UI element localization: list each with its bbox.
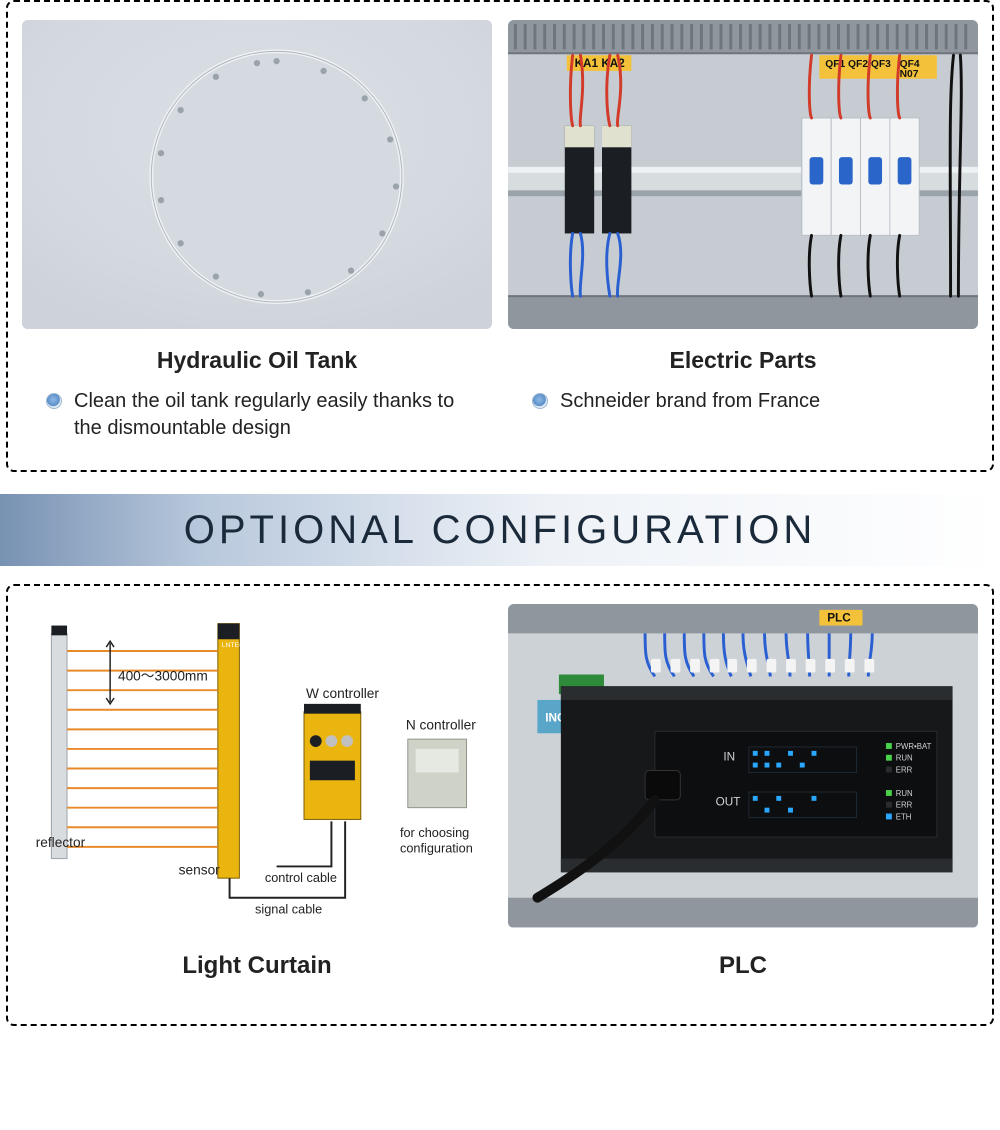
svg-text:RUN: RUN xyxy=(896,754,913,763)
svg-text:ERR: ERR xyxy=(896,801,913,810)
top-section: Hydraulic Oil Tank Clean the oil tank re… xyxy=(6,0,994,472)
bullet-dot-icon xyxy=(532,393,548,409)
card-light-curtain: LNTECH xyxy=(22,604,492,979)
svg-text:ETH: ETH xyxy=(896,813,912,822)
card-hydraulic: Hydraulic Oil Tank Clean the oil tank re… xyxy=(22,20,492,442)
title-light-curtain: Light Curtain xyxy=(22,952,492,980)
optional-row: LNTECH xyxy=(22,604,978,979)
label-w-controller: W controller xyxy=(306,686,379,701)
label-n-controller: N controller xyxy=(406,718,476,733)
title-plc: PLC xyxy=(508,952,978,980)
svg-text:RUN: RUN xyxy=(896,789,913,798)
label-range: 400～3000mm xyxy=(118,669,208,684)
label-signal-cable: signal cable xyxy=(255,902,322,917)
banner-text: OPTIONAL CONFIGURATION xyxy=(184,508,816,553)
bullet-hydraulic: Clean the oil tank regularly easily than… xyxy=(22,388,492,442)
banner-optional-config: OPTIONAL CONFIGURATION xyxy=(0,494,1000,566)
bullet-text-hydraulic: Clean the oil tank regularly easily than… xyxy=(74,388,468,442)
card-plc: PLC xyxy=(508,604,978,979)
bullet-electric: Schneider brand from France xyxy=(508,388,978,415)
top-row: Hydraulic Oil Tank Clean the oil tank re… xyxy=(22,20,978,442)
svg-text:N07: N07 xyxy=(900,69,919,80)
svg-text:ERR: ERR xyxy=(896,766,913,775)
svg-text:LNTECH: LNTECH xyxy=(222,642,249,649)
optional-section: LNTECH xyxy=(6,584,994,1025)
label-control-cable: control cable xyxy=(265,870,337,885)
image-plc: PLC xyxy=(508,604,978,927)
image-light-curtain: LNTECH xyxy=(22,604,492,927)
label-in: IN xyxy=(723,751,735,764)
label-out: OUT xyxy=(716,796,741,809)
label-choose-cfg1: for choosing xyxy=(400,825,469,840)
title-electric: Electric Parts xyxy=(508,347,978,374)
label-sensor: sensor xyxy=(179,863,221,878)
image-electric: KA1 KA2 QF1 QF2 QF3 QF4 N07 xyxy=(508,20,978,329)
svg-text:QF1 QF2 QF3: QF1 QF2 QF3 xyxy=(825,59,891,70)
svg-text:PWR•BAT: PWR•BAT xyxy=(896,742,932,751)
label-reflector: reflector xyxy=(36,835,86,850)
bullet-dot-icon xyxy=(46,393,62,409)
bullet-text-electric: Schneider brand from France xyxy=(560,388,820,415)
label-choose-cfg2: configuration xyxy=(400,841,473,856)
label-plc-tag: PLC xyxy=(827,612,851,625)
card-electric: KA1 KA2 QF1 QF2 QF3 QF4 N07 xyxy=(508,20,978,442)
title-hydraulic: Hydraulic Oil Tank xyxy=(22,347,492,374)
image-hydraulic xyxy=(22,20,492,329)
